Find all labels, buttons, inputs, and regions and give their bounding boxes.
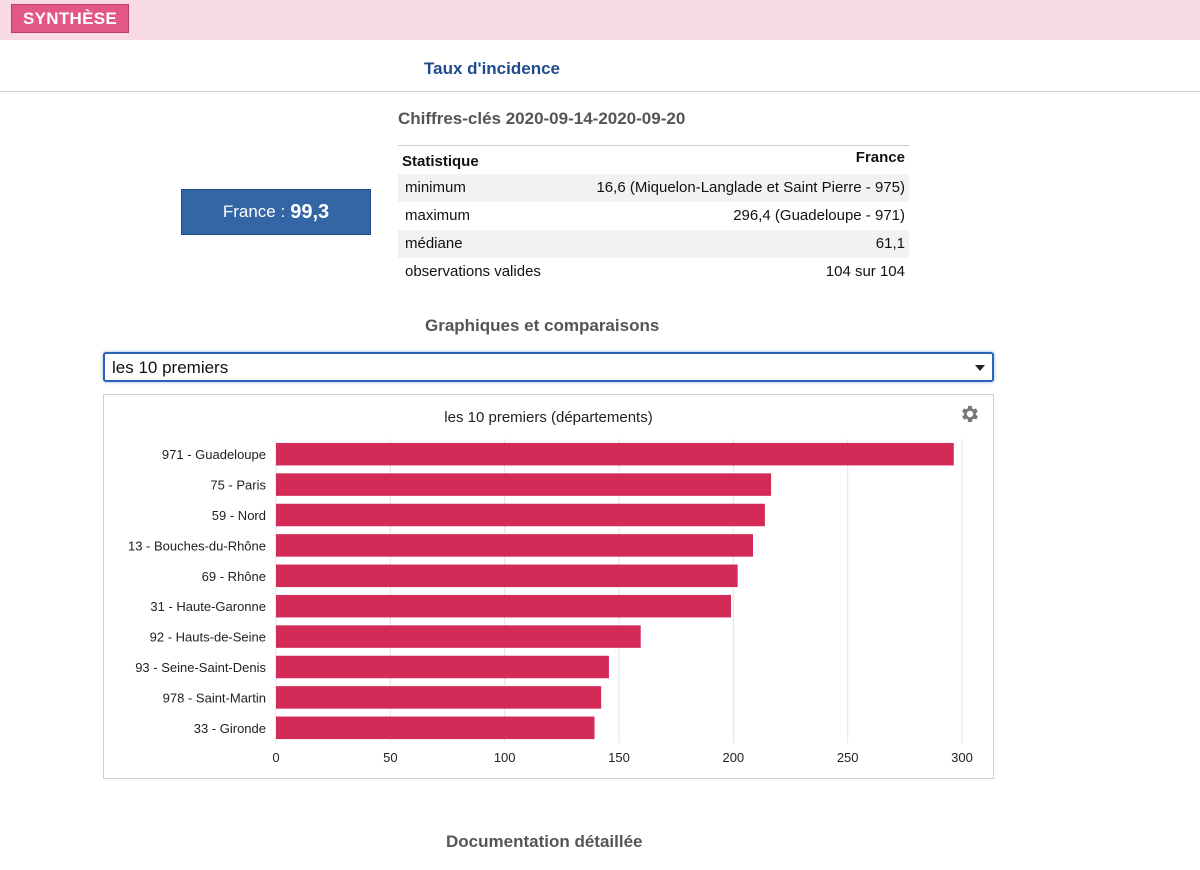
key-figures-title: Chiffres-clés 2020-09-14-2020-09-20 <box>398 109 686 128</box>
x-tick-label: 150 <box>608 750 630 765</box>
row-label: maximum <box>405 207 471 224</box>
france-label: France : <box>222 202 286 221</box>
x-tick-label: 200 <box>722 750 744 765</box>
x-tick-label: 250 <box>837 750 859 765</box>
row-value: 104 sur 104 <box>825 263 905 280</box>
category-label: 69 - Rhône <box>202 569 266 584</box>
key-figures-table: Statistique France minimum 16,6 (Miquelo… <box>398 145 909 286</box>
bar-chart: 0 50 100 150 200 250 300 971 - Guadeloupe 75 - P… <box>128 439 973 765</box>
category-label: 971 - Guadeloupe <box>162 447 266 462</box>
category-label: 33 - Gironde <box>194 721 266 736</box>
bar <box>276 503 765 527</box>
bar <box>276 594 732 618</box>
row-label: observations valides <box>405 263 541 280</box>
column-header-statistique: Statistique <box>398 145 559 174</box>
bar <box>276 716 595 740</box>
bar <box>276 686 602 709</box>
comparison-select[interactable]: les 10 premiers <box>103 352 994 382</box>
select-value: les 10 premiers <box>112 358 229 377</box>
divider <box>0 91 1200 92</box>
dropdown-arrow-icon[interactable] <box>975 365 985 371</box>
row-label: minimum <box>398 173 559 202</box>
bar <box>276 534 753 557</box>
documentation-title[interactable]: Documentation détaillée <box>446 832 643 851</box>
x-tick-label: 300 <box>951 750 973 765</box>
row-label: médiane <box>398 229 559 258</box>
category-label: 31 - Haute-Garonne <box>150 599 266 614</box>
bar <box>276 625 641 648</box>
chart-title: les 10 premiers (départements) <box>444 409 653 426</box>
bar <box>276 473 772 496</box>
france-value-box: France : 99,3 <box>181 189 371 235</box>
bar <box>276 655 609 679</box>
category-label: 13 - Bouches-du-Rhône <box>128 538 266 553</box>
graphs-title: Graphiques et comparaisons <box>425 316 660 335</box>
bar <box>276 442 954 466</box>
category-label: 92 - Hauts-de-Seine <box>150 630 266 645</box>
x-tick-label: 100 <box>494 750 516 765</box>
chart-container: les 10 premiers (départements) 0 50 100 150… <box>103 394 994 779</box>
row-value: 16,6 (Miquelon-Langlade et Saint Pierre … <box>558 173 909 202</box>
synthese-badge[interactable]: SYNTHÈSE <box>11 4 130 33</box>
category-label: 978 - Saint-Martin <box>163 690 266 705</box>
table-row: maximum 296,4 (Guadeloupe - 971) <box>398 202 909 230</box>
category-label: 75 - Paris <box>210 478 266 493</box>
table-row: minimum 16,6 (Miquelon-Langlade et Saint… <box>398 173 909 202</box>
top-bar: SYNTHÈSE <box>0 0 1200 40</box>
table-row: médiane 61,1 <box>398 229 909 258</box>
tab-taux-incidence[interactable]: Taux d'incidence <box>424 59 560 78</box>
row-value: 296,4 (Guadeloupe - 971) <box>733 207 905 224</box>
table-row: observations valides 104 sur 104 <box>398 258 909 286</box>
category-label: 59 - Nord <box>212 508 266 523</box>
category-label: 93 - Seine-Saint-Denis <box>135 660 266 675</box>
x-tick-label: 50 <box>383 750 397 765</box>
row-value: 61,1 <box>558 229 909 258</box>
bar <box>276 564 738 588</box>
gear-icon[interactable] <box>959 403 981 425</box>
x-tick-label: 0 <box>272 750 279 765</box>
france-value: 99,3 <box>290 200 330 223</box>
column-header-france: France <box>558 145 909 174</box>
